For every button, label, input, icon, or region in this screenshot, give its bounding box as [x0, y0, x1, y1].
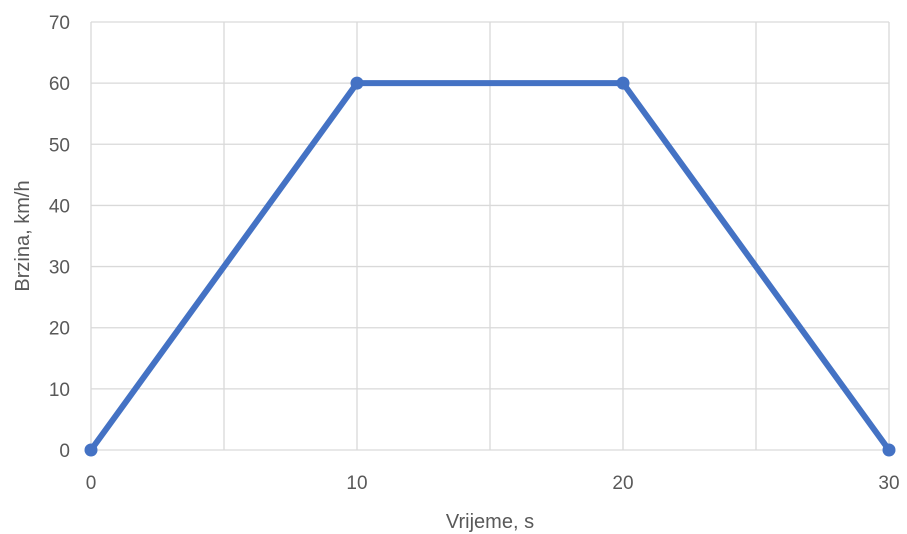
data-point — [616, 76, 630, 90]
y-tick-label: 40 — [49, 196, 70, 217]
x-tick-label: 0 — [86, 473, 97, 494]
gridlines — [90, 21, 890, 451]
x-tick-label: 10 — [346, 473, 367, 494]
x-axis-tick-labels: 0 10 20 30 — [86, 473, 900, 494]
y-tick-label: 60 — [49, 74, 70, 95]
y-axis-tick-labels: 0 10 20 30 40 50 60 70 — [49, 13, 70, 462]
x-axis-title: Vrijeme, s — [446, 511, 534, 533]
y-tick-label: 30 — [49, 258, 70, 279]
y-tick-label: 70 — [49, 13, 70, 34]
y-tick-label: 50 — [49, 135, 70, 156]
y-tick-label: 20 — [49, 319, 70, 340]
x-tick-label: 30 — [878, 473, 899, 494]
data-point — [84, 443, 98, 457]
y-tick-label: 10 — [49, 380, 70, 401]
series-layer — [84, 76, 896, 457]
series-line — [88, 80, 892, 453]
data-point — [350, 76, 364, 90]
data-point — [882, 443, 896, 457]
x-tick-label: 20 — [612, 473, 633, 494]
y-axis-title: Brzina, km/h — [12, 180, 34, 291]
y-tick-label: 0 — [59, 441, 70, 462]
